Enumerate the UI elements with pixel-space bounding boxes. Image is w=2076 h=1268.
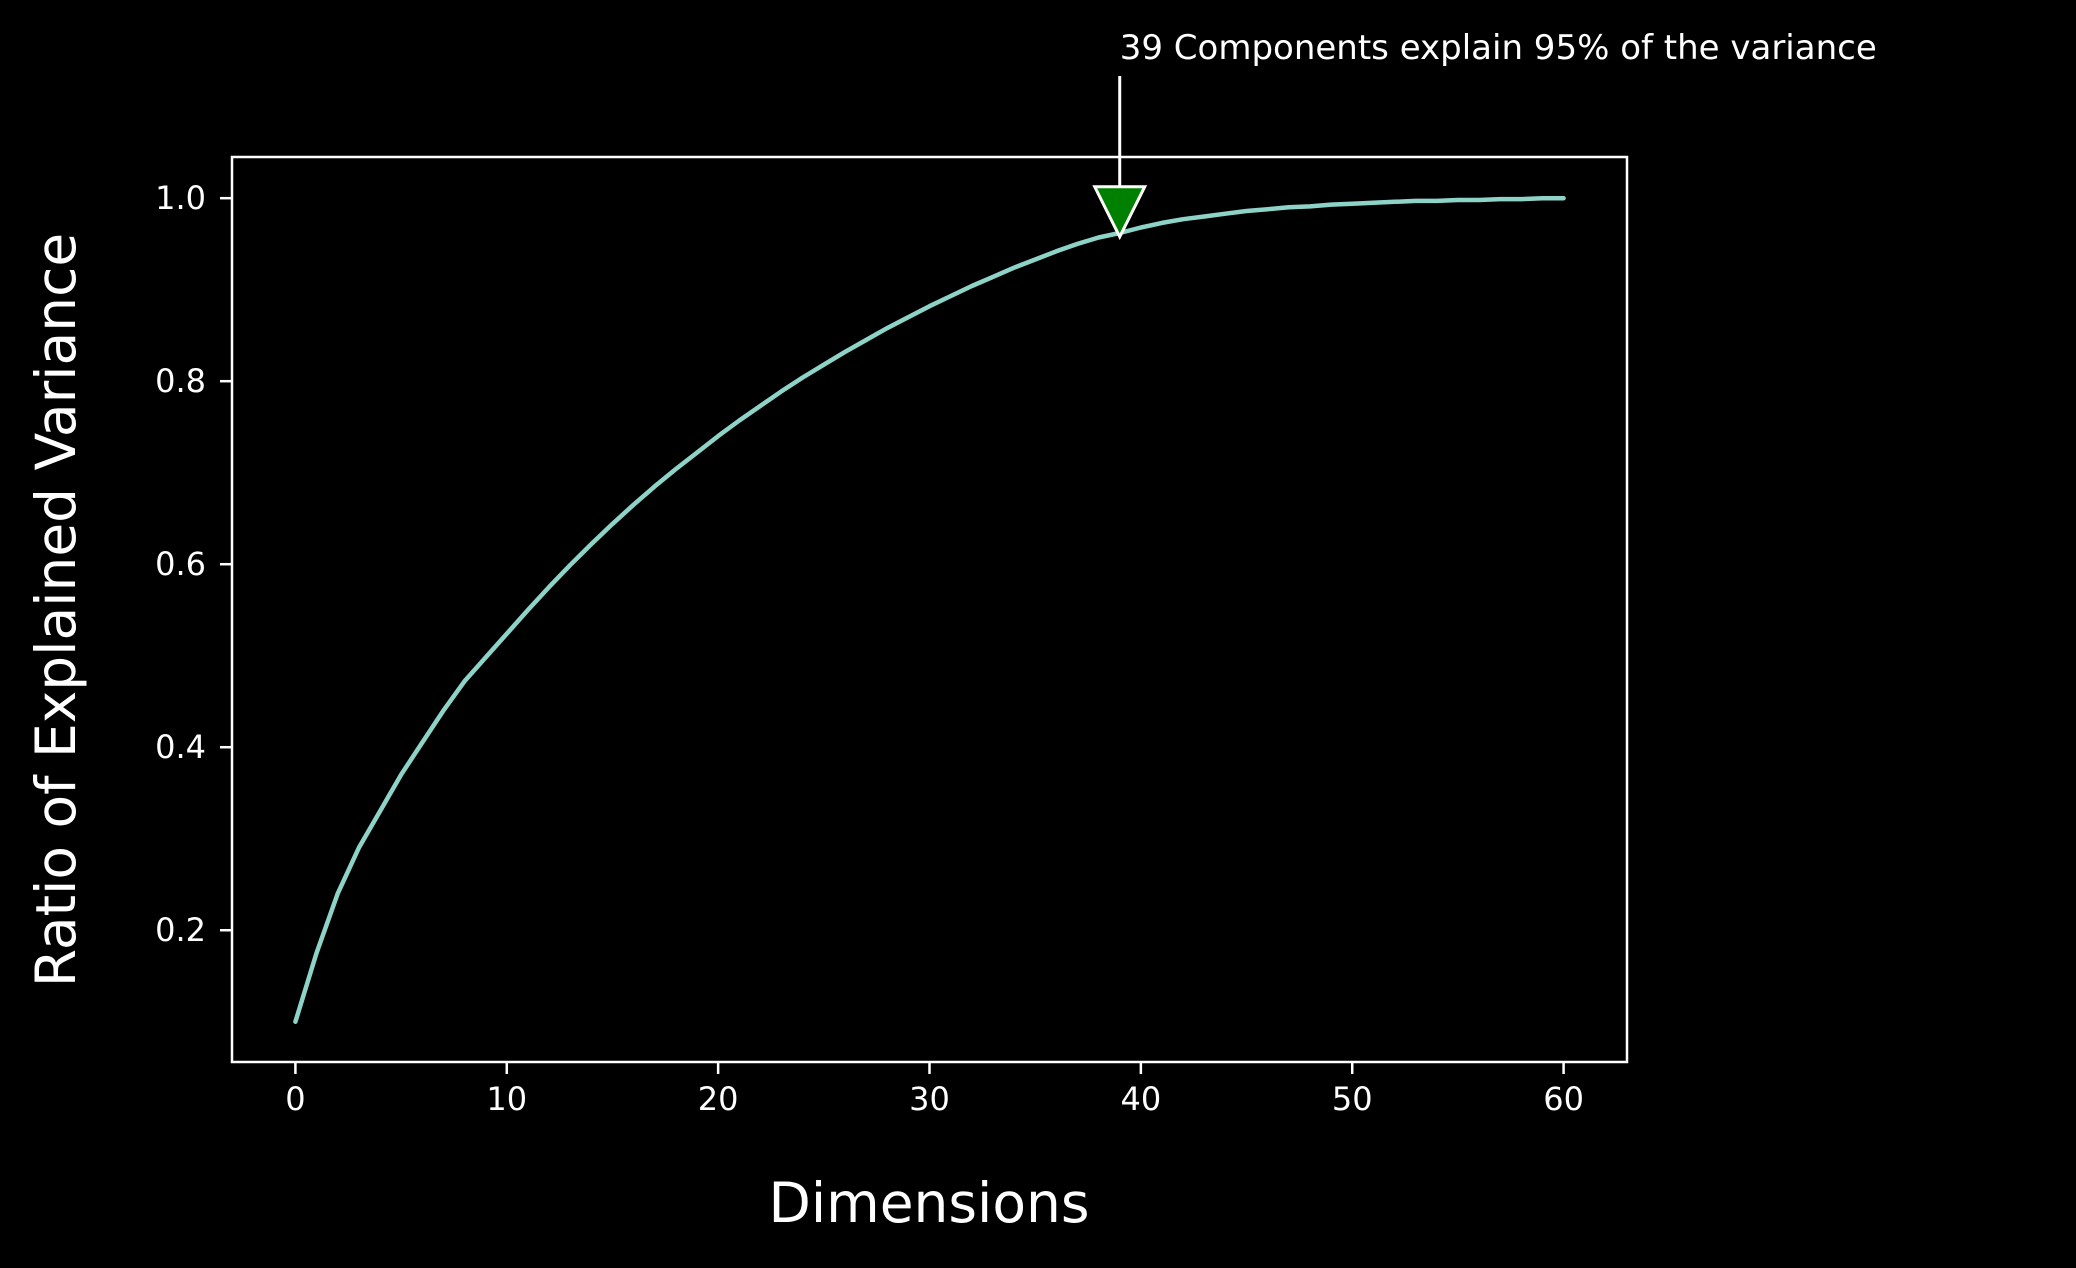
annotation-text: 39 Components explain 95% of the varianc…: [1120, 28, 1877, 68]
x-axis: 0 10 20 30 40 50 60: [285, 1062, 1584, 1118]
x-axis-label: Dimensions: [768, 1171, 1089, 1235]
annotation-marker: [1092, 185, 1148, 241]
y-tick-label: 0.4: [155, 728, 206, 766]
x-tick-label: 40: [1121, 1080, 1162, 1118]
y-tick-label: 0.8: [155, 362, 206, 400]
y-tick-label: 0.2: [155, 911, 206, 949]
x-tick-label: 30: [909, 1080, 950, 1118]
y-tick-label: 1.0: [155, 179, 206, 217]
x-tick-label: 50: [1332, 1080, 1373, 1118]
x-tick-label: 10: [486, 1080, 527, 1118]
plot-area: [293, 195, 1566, 1024]
x-tick-label: 0: [285, 1080, 305, 1118]
x-tick-label: 60: [1543, 1080, 1584, 1118]
series-line: [293, 195, 1566, 1024]
y-tick-label: 0.6: [155, 545, 206, 583]
y-axis: 0.2 0.4 0.6 0.8 1.0: [155, 179, 232, 949]
annotation: 39 Components explain 95% of the varianc…: [1092, 28, 1877, 241]
y-axis-label: Ratio of Explained Variance: [24, 233, 88, 987]
x-tick-label: 20: [698, 1080, 739, 1118]
